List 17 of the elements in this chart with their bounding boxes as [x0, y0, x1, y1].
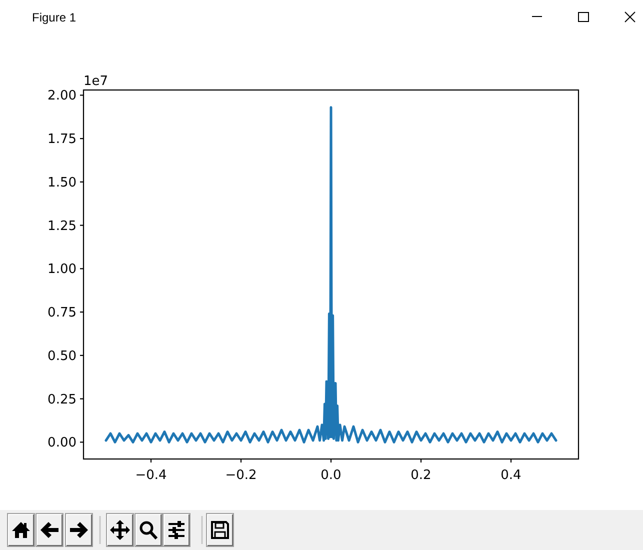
line-series — [104, 106, 558, 444]
y-tick-label: 0.50 — [48, 348, 76, 364]
y-tick-label: 0.75 — [48, 306, 76, 321]
y-tick-label: 0.25 — [48, 392, 76, 408]
x-tick-label: 0.4 — [500, 468, 522, 483]
y-tick-label: 1.25 — [48, 218, 76, 234]
y-tick-label: 0.00 — [48, 436, 76, 451]
y-tick-label: 1.00 — [48, 262, 76, 278]
x-tick-label: 0.0 — [320, 468, 342, 483]
y-tick-label: 2.00 — [48, 88, 76, 104]
y-tick-label: 1.50 — [48, 175, 76, 190]
chart-title: Figure 1 — [32, 10, 76, 24]
text: 1e7 — [84, 74, 108, 89]
y-tick-label: 1.75 — [48, 132, 76, 148]
x-tick-label: −0.2 — [225, 468, 257, 483]
x-tick-label: 0.2 — [410, 468, 432, 483]
x-tick-label: −0.4 — [135, 468, 167, 483]
